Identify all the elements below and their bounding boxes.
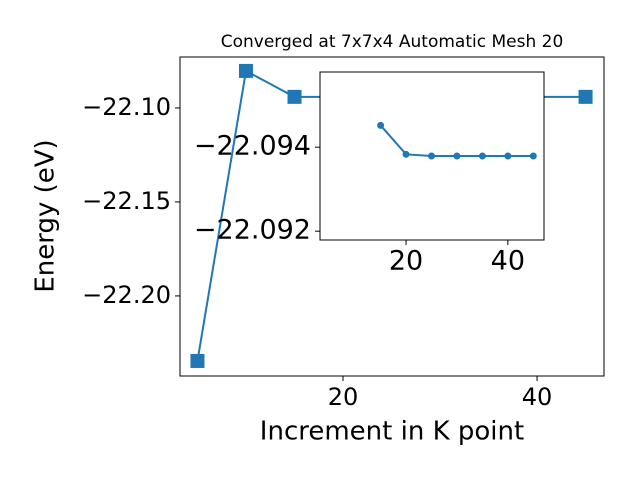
x-tick-label: 20 <box>389 246 423 277</box>
data-point <box>427 152 435 160</box>
y-tick-label: −22.15 <box>82 187 171 215</box>
y-tick-label: −22.20 <box>82 281 171 309</box>
data-point <box>578 89 593 104</box>
axes-frame <box>319 71 545 241</box>
axes-frame <box>179 56 605 377</box>
x-axis-label: Increment in K point <box>260 417 524 447</box>
data-point <box>402 150 410 158</box>
data-point <box>287 89 302 104</box>
data-point <box>478 152 486 160</box>
y-axis-label: Energy (eV) <box>31 139 61 292</box>
y-tick-label: −22.094 <box>194 131 311 162</box>
plot-content <box>377 121 537 160</box>
data-point <box>190 353 205 368</box>
data-point <box>504 152 512 160</box>
data-point <box>377 121 385 129</box>
y-tick-label: −22.10 <box>82 93 171 121</box>
y-tick-label: −22.092 <box>194 215 311 246</box>
data-point <box>238 63 253 78</box>
data-point <box>529 152 537 160</box>
chart-title: Converged at 7x7x4 Automatic Mesh 20 <box>221 32 564 52</box>
x-tick-label: 40 <box>522 383 553 411</box>
x-tick-label: 40 <box>491 246 525 277</box>
data-point <box>453 152 461 160</box>
x-tick-label: 20 <box>328 383 359 411</box>
